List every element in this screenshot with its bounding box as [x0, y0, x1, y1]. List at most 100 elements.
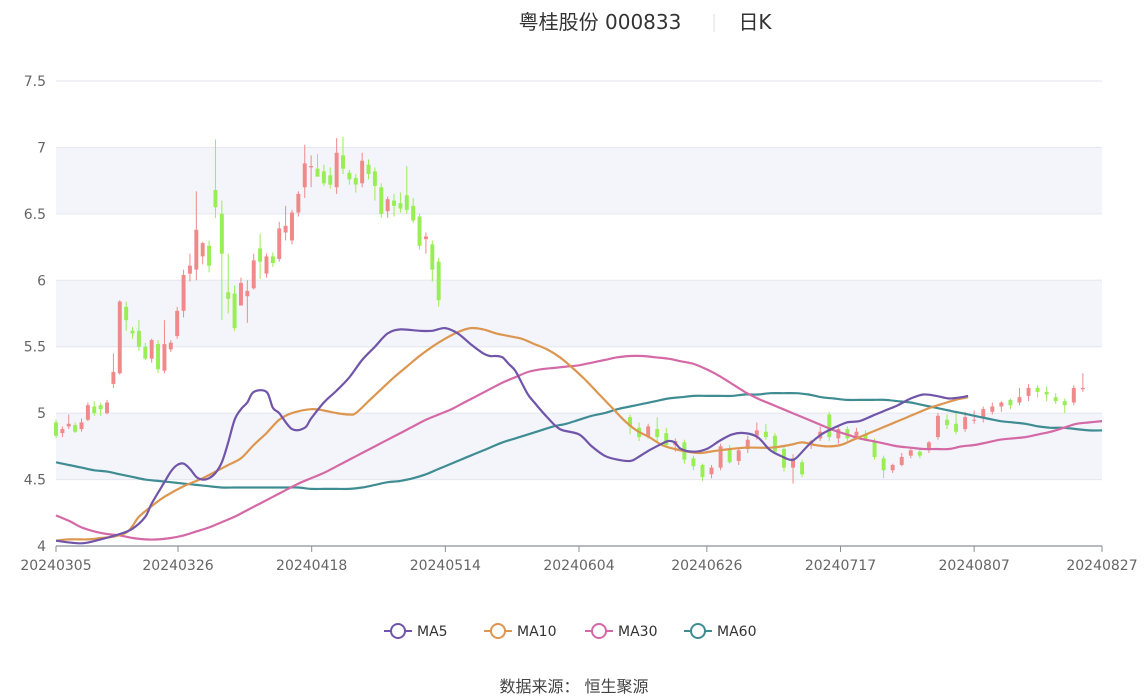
candle-body [347, 172, 352, 180]
candle-body [309, 166, 314, 168]
candle-body [143, 346, 148, 359]
candle-body [264, 256, 269, 274]
legend-marker-ma30 [591, 623, 607, 639]
candle-body [385, 199, 390, 212]
candle-body [736, 450, 741, 461]
candle-body [945, 419, 949, 426]
legend-label-ma10: MA10 [517, 624, 556, 640]
candle-body [149, 340, 154, 359]
candle-body [926, 442, 931, 451]
chart-title: 粤桂股份 000833 [519, 10, 682, 34]
candle-body [315, 168, 320, 177]
candle-body [411, 205, 416, 221]
candle-body [181, 274, 186, 311]
candle-body [130, 330, 135, 334]
candle-body [899, 456, 904, 465]
candle-body [207, 245, 212, 266]
candle-body [290, 212, 294, 241]
candle-body [277, 228, 282, 260]
candle-body [881, 458, 886, 471]
candle-body [124, 306, 129, 321]
candle-body [1026, 387, 1031, 396]
candle-body [334, 152, 339, 188]
x-tick-label: 20240604 [543, 558, 614, 574]
y-tick-label: 4.5 [24, 473, 46, 489]
candle-body [194, 229, 199, 270]
candle-body [168, 342, 173, 350]
candle-body [1017, 397, 1022, 403]
ma10-line [55, 326, 969, 542]
candle-body [917, 451, 922, 456]
candle-body [1080, 387, 1085, 390]
x-tick-label: 20240514 [410, 558, 481, 574]
candle-body [745, 439, 750, 450]
moving-average-lines [55, 326, 1103, 545]
candle-body [175, 310, 180, 337]
candle-body [219, 213, 224, 254]
candle-body [791, 458, 796, 468]
candle-body [664, 433, 669, 446]
candle-body [963, 417, 968, 430]
legend-marker-ma5 [390, 623, 406, 639]
x-tick-label: 20240827 [1066, 558, 1137, 574]
candle-body [258, 248, 263, 262]
candle-body [187, 265, 192, 274]
ma5-line [55, 326, 969, 545]
candle-body [79, 422, 84, 430]
candle-body [1062, 401, 1067, 406]
candle-body [98, 405, 103, 410]
candle-body [718, 446, 723, 468]
candle-body [60, 429, 65, 434]
y-tick-label: 7.5 [24, 74, 46, 90]
candle-body [700, 464, 705, 477]
candle-body [232, 293, 237, 329]
candle-body [981, 409, 986, 419]
ma60-line [55, 392, 1103, 491]
candle-body [156, 344, 161, 370]
grid-band [56, 280, 1102, 347]
legend-label-ma30: MA30 [618, 624, 657, 640]
candle-body [990, 406, 995, 412]
chart-subtitle: 日K [738, 10, 772, 34]
y-tick-label: 5.5 [24, 340, 46, 356]
x-tick-label: 20240717 [805, 558, 876, 574]
candle-body [417, 216, 422, 246]
data-source: 数据来源： 恒生聚源 [499, 677, 648, 696]
candle-body [1035, 387, 1040, 392]
candle-body [1044, 391, 1049, 395]
candle-body [436, 261, 441, 301]
candle-body [162, 344, 167, 371]
y-axis: 4 4.5 5 5.5 6 6.5 7 7.5 [24, 74, 46, 555]
candle-body [1008, 399, 1013, 406]
candle-body [105, 402, 110, 414]
candle-body [754, 430, 759, 436]
candle-body [836, 429, 841, 439]
y-tick-label: 4 [37, 539, 46, 555]
candle-body [353, 177, 358, 185]
candle-body [302, 163, 307, 188]
candle-body [366, 164, 371, 174]
candle-body [935, 415, 940, 438]
y-tick-label: 5 [37, 406, 46, 422]
candle-body [213, 189, 218, 208]
candle-series [54, 136, 1085, 484]
candle-body [245, 290, 250, 297]
candle-body [646, 426, 651, 438]
candle-body [709, 467, 714, 475]
candle-body [999, 402, 1004, 407]
candle-body [727, 449, 732, 463]
candle-body [1071, 387, 1076, 403]
legend-marker-ma10 [490, 623, 506, 639]
candle-body [423, 236, 428, 240]
candle-body [655, 429, 660, 438]
legend-label-ma60: MA60 [717, 624, 756, 640]
candle-body [360, 160, 365, 184]
candle-body [66, 423, 71, 427]
candle-body [85, 405, 90, 420]
candle-body [954, 423, 959, 432]
candle-body [238, 282, 243, 306]
candle-body [54, 422, 58, 436]
candle-body [379, 187, 384, 214]
legend-label-ma5: MA5 [417, 624, 448, 640]
